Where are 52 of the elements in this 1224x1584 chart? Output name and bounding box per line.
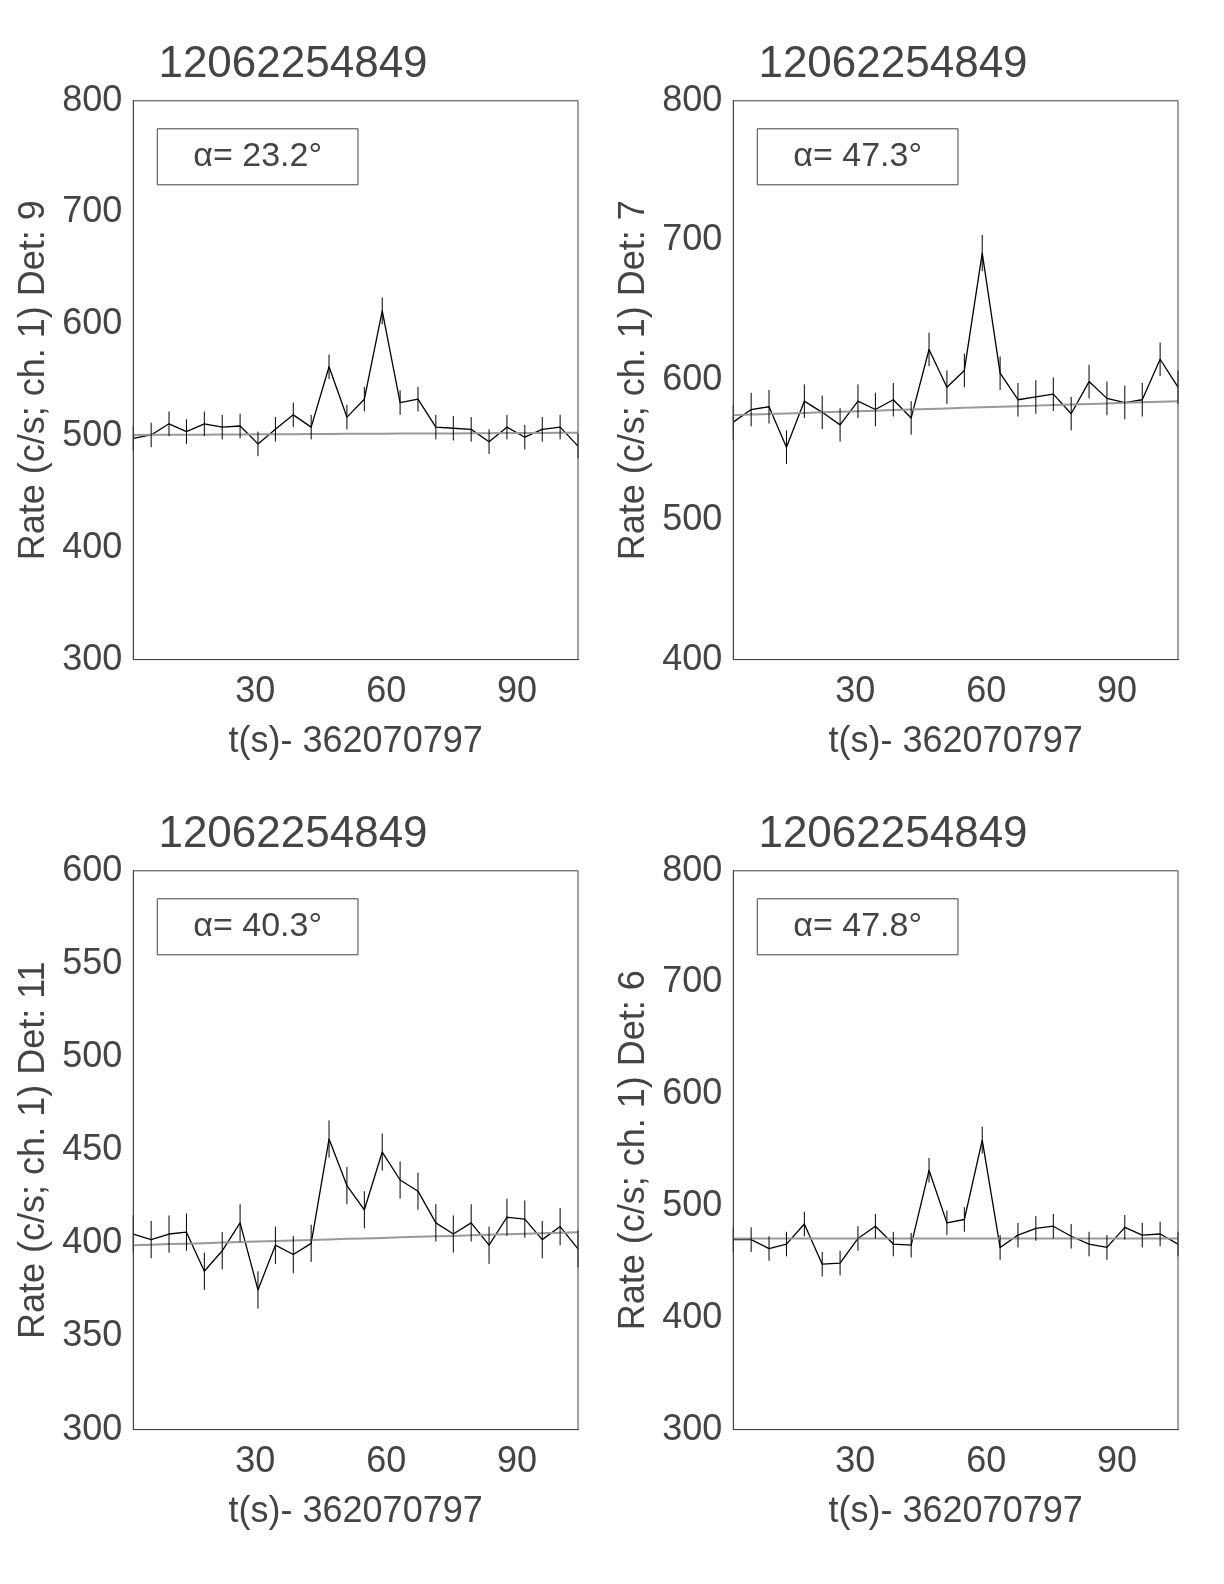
y-tick-label: 700 — [62, 189, 123, 231]
y-tick-label: 700 — [662, 217, 723, 259]
y-tick-label: 300 — [62, 636, 123, 678]
y-tick-label: 500 — [62, 1033, 123, 1075]
x-tick-label: 90 — [1096, 669, 1137, 711]
x-tick-label: 30 — [235, 669, 276, 711]
chart-title: 12062254849 — [758, 36, 1028, 86]
x-tick-label: 60 — [366, 1439, 407, 1481]
y-tick-label: 800 — [62, 77, 123, 119]
annotation: α= 47.8° — [793, 905, 922, 944]
chart-title: 12062254849 — [758, 806, 1028, 856]
x-axis-title: t(s)- 362070797 — [828, 1489, 1083, 1531]
y-tick-label: 350 — [62, 1313, 123, 1355]
y-tick-label: 600 — [662, 357, 723, 399]
y-axis-title: Rate (c/s; ch. 1) Det: 7 — [610, 200, 652, 561]
y-tick-label: 700 — [662, 959, 723, 1001]
y-tick-label: 500 — [662, 1183, 723, 1224]
y-tick-label: 400 — [662, 636, 723, 678]
y-tick-label: 300 — [662, 1406, 723, 1448]
y-tick-label: 400 — [62, 1220, 123, 1262]
x-tick-label: 60 — [966, 1439, 1007, 1481]
y-tick-label: 800 — [662, 847, 723, 889]
y-tick-label: 550 — [62, 940, 123, 982]
x-tick-label: 30 — [835, 1439, 876, 1481]
x-tick-label: 30 — [235, 1439, 276, 1481]
y-axis-title: Rate (c/s; ch. 1) Det: 6 — [610, 970, 652, 1331]
y-tick-label: 300 — [62, 1406, 123, 1448]
x-axis-title: t(s)- 362070797 — [228, 719, 483, 761]
y-tick-label: 400 — [662, 1294, 723, 1336]
y-axis-title: Rate (c/s; ch. 1) Det: 11 — [10, 961, 52, 1339]
y-tick-label: 500 — [662, 496, 723, 538]
x-tick-label: 90 — [1096, 1439, 1137, 1481]
x-tick-label: 90 — [496, 669, 537, 711]
chart-title: 12062254849 — [158, 36, 428, 86]
x-tick-label: 60 — [966, 669, 1007, 711]
y-tick-label: 600 — [62, 301, 123, 343]
y-tick-label: 600 — [662, 1071, 723, 1113]
y-tick-label: 600 — [62, 847, 123, 889]
annotation: α= 47.3° — [793, 135, 922, 174]
y-tick-label: 800 — [662, 77, 723, 119]
x-axis-title: t(s)- 362070797 — [228, 1489, 483, 1531]
x-tick-label: 90 — [496, 1439, 537, 1481]
y-tick-label: 450 — [62, 1127, 123, 1169]
annotation: α= 23.2° — [193, 135, 322, 174]
chart-title: 12062254849 — [158, 806, 428, 856]
x-tick-label: 60 — [366, 669, 407, 711]
x-axis-title: t(s)- 362070797 — [828, 719, 1083, 761]
y-tick-label: 500 — [62, 413, 123, 454]
y-axis-title: Rate (c/s; ch. 1) Det: 9 — [10, 200, 52, 561]
y-tick-label: 400 — [62, 524, 123, 566]
annotation: α= 40.3° — [193, 905, 322, 944]
x-tick-label: 30 — [835, 669, 876, 711]
